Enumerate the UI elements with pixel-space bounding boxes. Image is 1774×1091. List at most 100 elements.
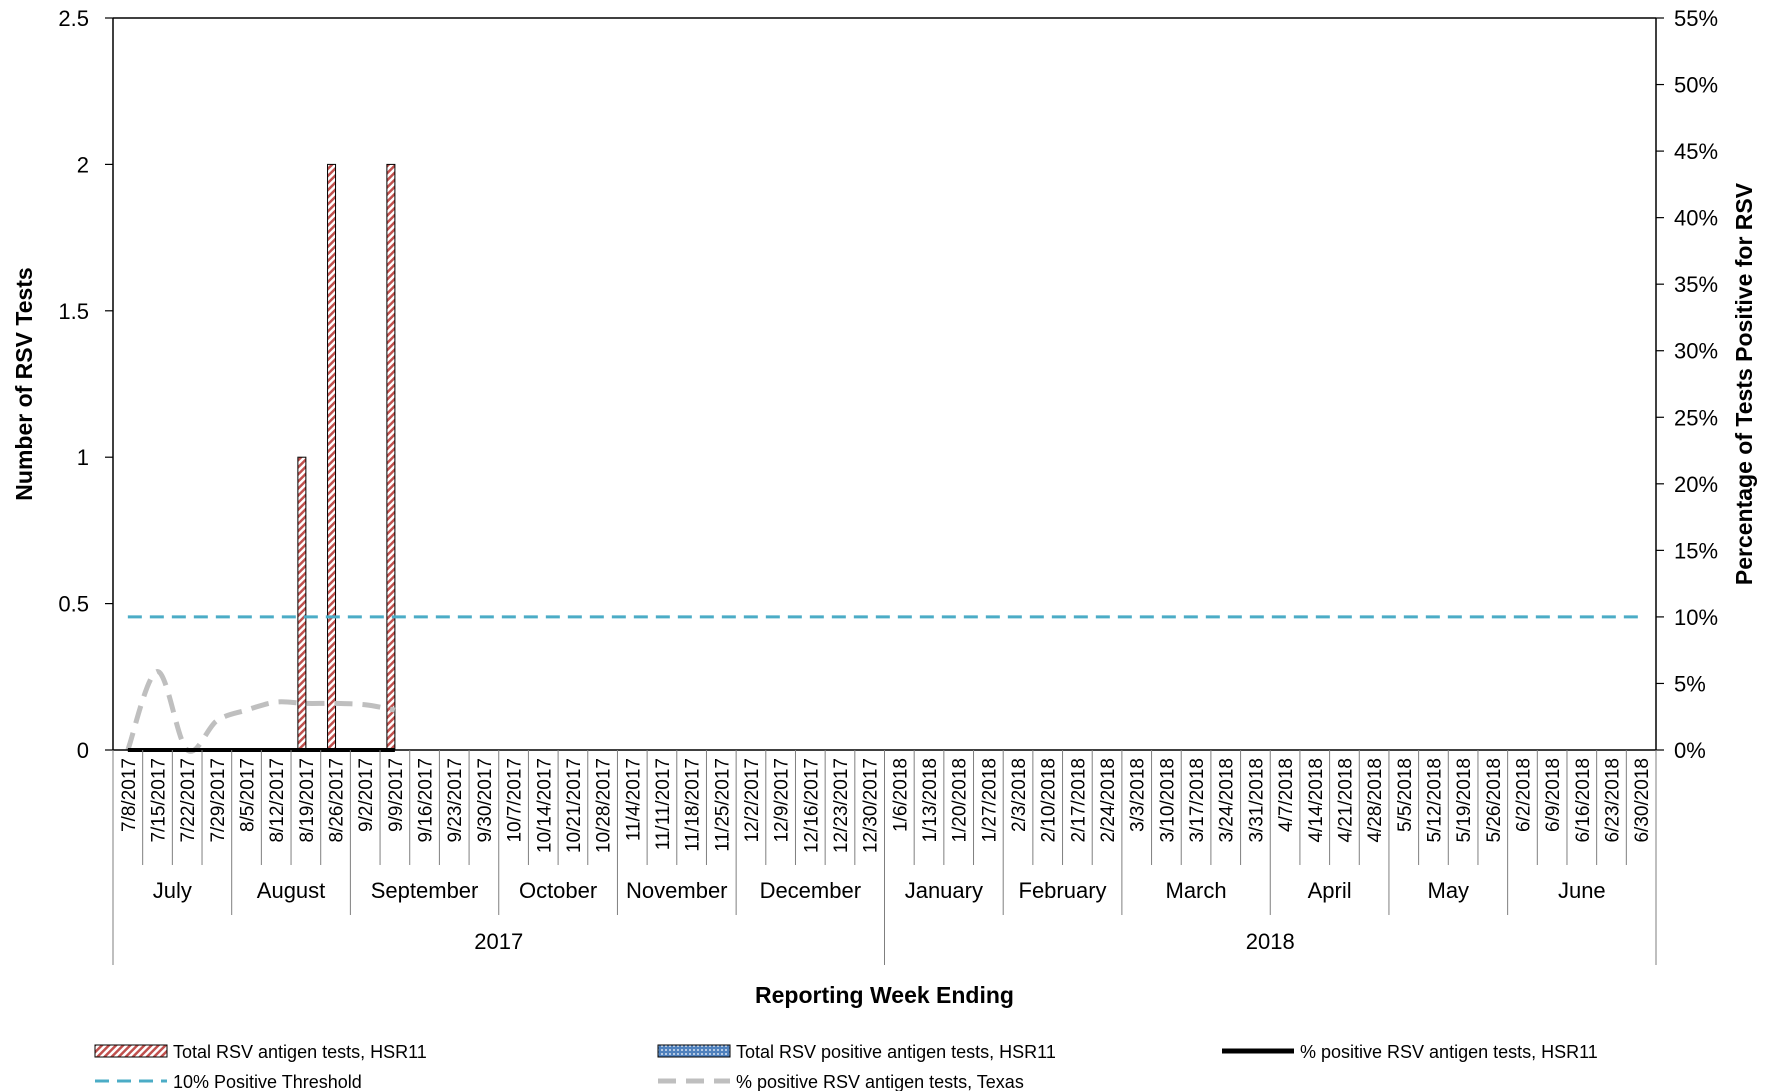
x-month-label: March [1166,878,1227,903]
y2-tick-label: 5% [1674,671,1706,696]
y2-tick-label: 0% [1674,738,1706,763]
x-tick-label: 4/21/2018 [1335,758,1356,843]
x-tick-label: 12/9/2017 [772,758,793,843]
x-tick-label: 9/23/2017 [445,758,466,843]
x-tick-label: 8/19/2017 [297,758,318,843]
x-axis-title: Reporting Week Ending [755,982,1014,1008]
x-tick-label: 7/29/2017 [208,758,229,843]
x-month-label: December [760,878,861,903]
x-tick-label: 12/23/2017 [831,758,852,853]
y-tick-label: 0.5 [58,592,89,617]
bar-total-tests [386,163,396,751]
x-tick-label: 6/9/2018 [1543,758,1564,832]
x-month-label: July [153,878,192,903]
x-tick-label: 8/26/2017 [327,758,348,843]
legend-swatch-positive-tests [657,1044,731,1058]
y-axis-title: Number of RSV Tests [11,267,37,500]
x-tick-label: 7/22/2017 [178,758,199,843]
x-tick-label: 11/25/2017 [712,758,733,852]
x-tick-label: 1/6/2018 [890,758,911,832]
x-tick-label: 11/18/2017 [683,758,704,852]
x-tick-label: 4/14/2018 [1306,758,1327,843]
x-month-label: October [519,878,597,903]
x-year-label: 2017 [474,929,523,954]
legend-label: 10% Positive Threshold [173,1072,362,1091]
y2-tick-label: 50% [1674,73,1718,98]
x-month-label: September [371,878,479,903]
x-month-label: November [626,878,727,903]
x-tick-label: 12/30/2017 [861,758,882,853]
x-tick-label: 12/16/2017 [801,758,822,853]
x-tick-label: 5/12/2018 [1424,758,1445,843]
x-tick-label: 7/15/2017 [149,758,170,843]
y2-tick-label: 45% [1674,139,1718,164]
x-tick-label: 10/21/2017 [564,758,585,853]
y-tick-label: 1.5 [58,299,89,324]
y2-tick-label: 15% [1674,538,1718,563]
x-tick-label: 7/8/2017 [119,758,140,832]
y-tick-label: 0 [77,738,89,763]
x-month-label: January [905,878,983,903]
x-tick-label: 2/24/2018 [1098,758,1119,843]
x-tick-label: 9/9/2017 [386,758,407,832]
y2-tick-label: 10% [1674,605,1718,630]
y2-tick-label: 25% [1674,405,1718,430]
x-tick-label: 10/7/2017 [505,758,526,843]
x-tick-label: 6/23/2018 [1602,758,1623,843]
x-tick-label: 6/30/2018 [1632,758,1653,843]
x-month-label: August [257,878,326,903]
x-month-label: April [1308,878,1352,903]
x-tick-label: 6/16/2018 [1573,758,1594,843]
y-tick-label: 1 [77,445,89,470]
x-tick-label: 9/2/2017 [356,758,377,832]
x-tick-label: 3/3/2018 [1128,758,1149,832]
legend-label: Total RSV antigen tests, HSR11 [173,1042,427,1062]
y2-tick-label: 35% [1674,272,1718,297]
bar-total-tests [327,163,337,751]
x-tick-label: 10/28/2017 [594,758,615,853]
x-tick-label: 11/11/2017 [653,758,674,850]
x-tick-label: 3/24/2018 [1217,758,1238,843]
x-month-label: May [1428,878,1470,903]
x-year-label: 2018 [1246,929,1295,954]
x-tick-label: 2/10/2018 [1039,758,1060,843]
y2-tick-label: 55% [1674,6,1718,31]
x-tick-label: 4/28/2018 [1365,758,1386,843]
bar-total-tests [297,456,307,751]
x-month-label: June [1558,878,1606,903]
x-tick-label: 6/2/2018 [1513,758,1534,832]
x-month-label: February [1019,878,1107,903]
x-tick-label: 5/5/2018 [1395,758,1416,832]
x-tick-label: 1/20/2018 [950,758,971,843]
x-tick-label: 10/14/2017 [534,758,555,853]
legend-swatch-total-tests [94,1044,168,1058]
x-tick-label: 9/16/2017 [416,758,437,843]
x-tick-label: 8/5/2017 [238,758,259,832]
x-tick-label: 5/19/2018 [1454,758,1475,843]
x-tick-label: 1/27/2018 [979,758,1000,843]
x-tick-label: 1/13/2018 [920,758,941,843]
x-tick-label: 9/30/2017 [475,758,496,843]
legend-label: Total RSV positive antigen tests, HSR11 [736,1042,1056,1062]
line-texas-percent-positive [125,668,396,754]
x-tick-label: 2/3/2018 [1009,758,1030,832]
y2-tick-label: 30% [1674,339,1718,364]
y-tick-label: 2 [77,152,89,177]
y2-tick-label: 20% [1674,472,1718,497]
y2-tick-label: 40% [1674,206,1718,231]
x-tick-label: 3/17/2018 [1187,758,1208,843]
x-tick-label: 2/17/2018 [1068,758,1089,843]
x-tick-label: 4/7/2018 [1276,758,1297,832]
x-tick-label: 5/26/2018 [1484,758,1505,843]
x-tick-label: 8/12/2017 [267,758,288,843]
y2-axis-title: Percentage of Tests Positive for RSV [1731,182,1757,585]
x-tick-label: 11/4/2017 [623,758,644,841]
legend-label: % positive RSV antigen tests, Texas [736,1072,1024,1091]
x-tick-label: 12/2/2017 [742,758,763,843]
x-tick-label: 3/10/2018 [1157,758,1178,843]
y-tick-label: 2.5 [58,6,89,31]
legend-label: % positive RSV antigen tests, HSR11 [1300,1042,1598,1062]
x-tick-label: 3/31/2018 [1246,758,1267,843]
